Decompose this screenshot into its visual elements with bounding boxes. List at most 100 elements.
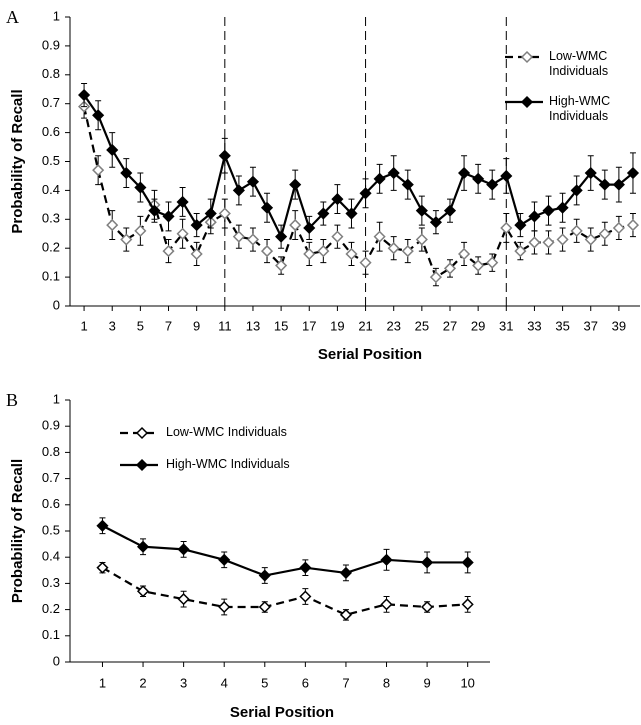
y-tick-label: 0.9 xyxy=(42,37,60,52)
x-tick-label: 9 xyxy=(423,675,430,690)
x-tick-label: 29 xyxy=(471,318,485,333)
y-tick-label: 0.5 xyxy=(42,153,60,168)
x-tick-label: 2 xyxy=(139,675,146,690)
marker xyxy=(258,600,271,614)
marker xyxy=(345,207,358,220)
marker xyxy=(134,224,147,237)
marker xyxy=(246,175,260,188)
marker xyxy=(387,242,400,255)
legend-marker xyxy=(135,458,149,472)
marker xyxy=(472,259,485,272)
marker xyxy=(78,88,91,102)
series-line xyxy=(83,94,634,240)
marker xyxy=(339,566,353,579)
legend-marker xyxy=(520,95,534,109)
x-tick-label: 5 xyxy=(261,675,268,690)
marker xyxy=(461,598,474,611)
legend-label: Low-WMC Individuals xyxy=(166,425,287,439)
marker xyxy=(218,149,231,162)
y-tick-label: 0.7 xyxy=(42,470,60,485)
marker xyxy=(542,236,555,249)
panel-label: A xyxy=(6,7,19,27)
marker xyxy=(331,230,344,243)
marker xyxy=(96,519,109,532)
marker xyxy=(429,216,442,229)
marker xyxy=(598,178,611,191)
x-tick-label: 7 xyxy=(342,675,349,690)
legend-label: High-WMC Individuals xyxy=(549,94,611,123)
marker xyxy=(570,224,583,237)
marker xyxy=(258,569,271,582)
marker xyxy=(176,195,189,209)
marker xyxy=(92,109,105,122)
legend-label: Low-WMC Individuals xyxy=(549,49,609,78)
marker xyxy=(106,219,119,232)
marker xyxy=(96,561,109,574)
legend-marker xyxy=(520,50,534,64)
marker xyxy=(514,219,527,232)
marker xyxy=(443,204,457,217)
x-tick-label: 17 xyxy=(302,318,316,333)
x-tick-label: 5 xyxy=(137,318,144,333)
marker xyxy=(218,207,231,220)
marker xyxy=(415,233,428,246)
marker xyxy=(92,164,105,177)
x-tick-label: 7 xyxy=(165,318,172,333)
marker xyxy=(472,172,485,185)
marker xyxy=(345,247,358,261)
marker xyxy=(260,201,274,214)
x-axis-title: Serial Position xyxy=(230,704,334,721)
marker xyxy=(373,172,386,185)
marker xyxy=(289,178,302,191)
x-tick-label: 8 xyxy=(383,675,390,690)
marker xyxy=(204,207,217,220)
y-tick-label: 0.2 xyxy=(42,601,60,616)
marker xyxy=(162,210,175,223)
x-tick-label: 11 xyxy=(218,318,232,333)
marker xyxy=(421,556,434,569)
y-axis-title: Probability of Recall xyxy=(9,89,26,233)
marker xyxy=(176,227,189,240)
x-tick-label: 9 xyxy=(193,318,200,333)
series-line xyxy=(101,524,468,577)
y-tick-label: 0.3 xyxy=(42,575,60,590)
x-axis-title: Serial Position xyxy=(318,346,422,363)
y-tick-label: 0.6 xyxy=(42,124,60,139)
y-tick-label: 0.8 xyxy=(42,66,60,81)
x-tick-label: 21 xyxy=(358,318,372,333)
marker xyxy=(317,245,330,258)
marker xyxy=(373,230,386,243)
marker xyxy=(380,598,393,611)
x-tick-label: 10 xyxy=(460,675,474,690)
marker xyxy=(190,219,203,232)
y-tick-label: 1 xyxy=(53,8,60,23)
x-tick-label: 6 xyxy=(302,675,309,690)
x-tick-label: 23 xyxy=(386,318,400,333)
x-tick-label: 39 xyxy=(612,318,626,333)
marker xyxy=(162,245,175,258)
y-tick-label: 0 xyxy=(53,653,60,668)
marker xyxy=(359,256,372,269)
marker xyxy=(500,221,513,235)
y-tick-label: 0.6 xyxy=(42,496,60,511)
marker xyxy=(299,561,312,574)
marker xyxy=(556,201,569,214)
x-tick-label: 31 xyxy=(499,318,513,333)
marker xyxy=(177,543,190,556)
y-axis-title: Probability of Recall xyxy=(9,459,26,603)
marker xyxy=(612,221,625,235)
marker xyxy=(232,230,245,243)
marker xyxy=(626,219,640,232)
marker xyxy=(570,184,583,197)
series-line xyxy=(83,106,634,279)
marker xyxy=(190,247,203,261)
y-tick-label: 0.7 xyxy=(42,95,60,110)
y-tick-label: 0.9 xyxy=(42,418,60,433)
marker xyxy=(486,178,499,191)
x-tick-label: 3 xyxy=(180,675,187,690)
marker xyxy=(177,593,190,606)
y-tick-label: 0.8 xyxy=(42,444,60,459)
marker xyxy=(106,143,119,157)
